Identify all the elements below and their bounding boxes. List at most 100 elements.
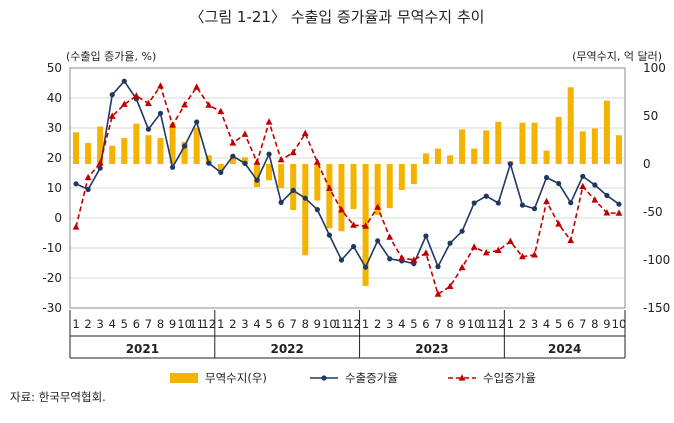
trade-balance-bar: [543, 150, 550, 164]
import-growth-point: [386, 233, 394, 240]
left-tick-label: 0: [54, 211, 62, 225]
export-growth-point: [507, 161, 513, 167]
import-growth-point: [410, 256, 418, 263]
month-tick-label: 10: [177, 317, 192, 331]
left-tick-label: 10: [47, 181, 62, 195]
month-tick-label: 9: [314, 317, 321, 331]
trade-balance-bar: [579, 131, 586, 164]
export-growth-point: [375, 238, 381, 244]
export-growth-point: [242, 160, 248, 166]
import-growth-point: [531, 251, 538, 258]
trade-balance-bar: [422, 153, 429, 164]
import-growth-point: [591, 196, 599, 203]
import-growth-point: [301, 129, 309, 136]
trade-balance-bars: [73, 87, 622, 286]
import-growth-point: [567, 236, 575, 244]
month-tick-label: 6: [567, 317, 574, 331]
import-growth-point: [313, 158, 321, 165]
legend-export-growth: 수출증가율: [345, 371, 398, 385]
import-growth-point: [482, 249, 490, 256]
legend-trade-balance: 무역수지(우): [205, 371, 267, 385]
export-growth-point: [483, 193, 489, 199]
month-tick-label: 6: [422, 317, 429, 331]
import-growth-point: [494, 246, 502, 253]
export-growth-point: [616, 201, 622, 207]
month-tick-label: 7: [579, 317, 586, 331]
month-tick-label: 3: [241, 317, 248, 331]
left-tick-label: -30: [42, 301, 62, 315]
trade-balance-bar: [145, 135, 152, 164]
import-growth-point: [241, 130, 249, 137]
export-growth-point: [592, 182, 598, 188]
trade-balance-bar: [386, 164, 393, 209]
right-axis-label: (무역수지, 억 달러): [572, 50, 662, 63]
trade-balance-bar: [447, 155, 454, 164]
trade-balance-bar: [555, 116, 562, 164]
trade-balance-bar: [591, 128, 598, 164]
import-growth-point: [446, 282, 454, 289]
import-growth-point: [205, 101, 213, 108]
right-tick-label: -100: [643, 253, 670, 267]
legend-export-marker: [321, 375, 327, 381]
right-tick-label: 0: [643, 157, 651, 171]
month-tick-label: 5: [265, 317, 272, 331]
export-growth-point: [254, 177, 260, 183]
month-tick-label: 1: [507, 317, 514, 331]
export-growth-point: [314, 207, 320, 213]
legend-bar-swatch: [170, 373, 198, 383]
trade-balance-bar: [471, 148, 478, 164]
month-tick-label: 12: [346, 317, 361, 331]
trade-balance-bar: [410, 164, 417, 185]
import-growth-point: [72, 223, 80, 230]
trade-balance-bar: [290, 164, 297, 211]
import-growth-point: [422, 249, 430, 256]
left-tick-label: -20: [42, 271, 62, 285]
month-tick-label: 6: [277, 317, 284, 331]
export-growth-point: [495, 200, 501, 206]
year-label: 2021: [126, 342, 159, 356]
export-growth-point: [97, 165, 103, 171]
export-growth-point: [145, 126, 152, 132]
export-growth-line: [75, 79, 620, 269]
trade-balance-bar: [193, 127, 200, 164]
import-growth-point: [374, 203, 382, 210]
import-growth-point: [265, 118, 273, 125]
trade-balance-bar: [229, 156, 236, 164]
trade-balance-bar: [73, 132, 80, 164]
trade-balance-bar: [531, 122, 538, 164]
export-growth-point: [73, 181, 79, 187]
trade-balance-bar: [97, 126, 104, 164]
export-growth-point: [471, 200, 477, 206]
left-tick-label: 50: [47, 61, 62, 75]
chart-title: 〈그림 1-21〉 수출입 증가율과 무역수지 추이: [189, 8, 485, 26]
import-growth-point: [108, 112, 116, 119]
left-tick-label: 40: [47, 91, 62, 105]
import-growth-point: [229, 139, 237, 146]
right-tick-label: 100: [643, 61, 666, 75]
month-tick-label: 1: [217, 317, 224, 331]
export-growth-point: [459, 228, 465, 234]
right-tick-label: 50: [643, 109, 658, 123]
month-tick-label: 2: [519, 317, 526, 331]
import-growth-point: [169, 121, 176, 128]
export-growth-point: [230, 153, 236, 159]
month-tick-label: 3: [386, 317, 393, 331]
export-growth-point: [206, 160, 212, 166]
left-tick-label: 20: [47, 151, 62, 165]
export-growth-point: [338, 257, 345, 263]
import-growth-point: [120, 100, 128, 107]
import-growth-point: [398, 254, 406, 261]
trade-balance-bar: [266, 164, 273, 181]
export-growth-point: [109, 92, 115, 98]
trade-balance-bar: [603, 100, 610, 164]
month-tick-label: 12: [491, 317, 506, 331]
import-growth-point: [181, 101, 189, 108]
month-tick-label: 7: [290, 317, 297, 331]
trade-balance-bar: [109, 145, 116, 164]
import-growth-point: [555, 220, 563, 227]
year-label: 2024: [548, 342, 581, 356]
trade-balance-bar: [205, 155, 212, 164]
trade-balance-bar: [567, 87, 574, 164]
trade-balance-bar: [338, 164, 345, 232]
